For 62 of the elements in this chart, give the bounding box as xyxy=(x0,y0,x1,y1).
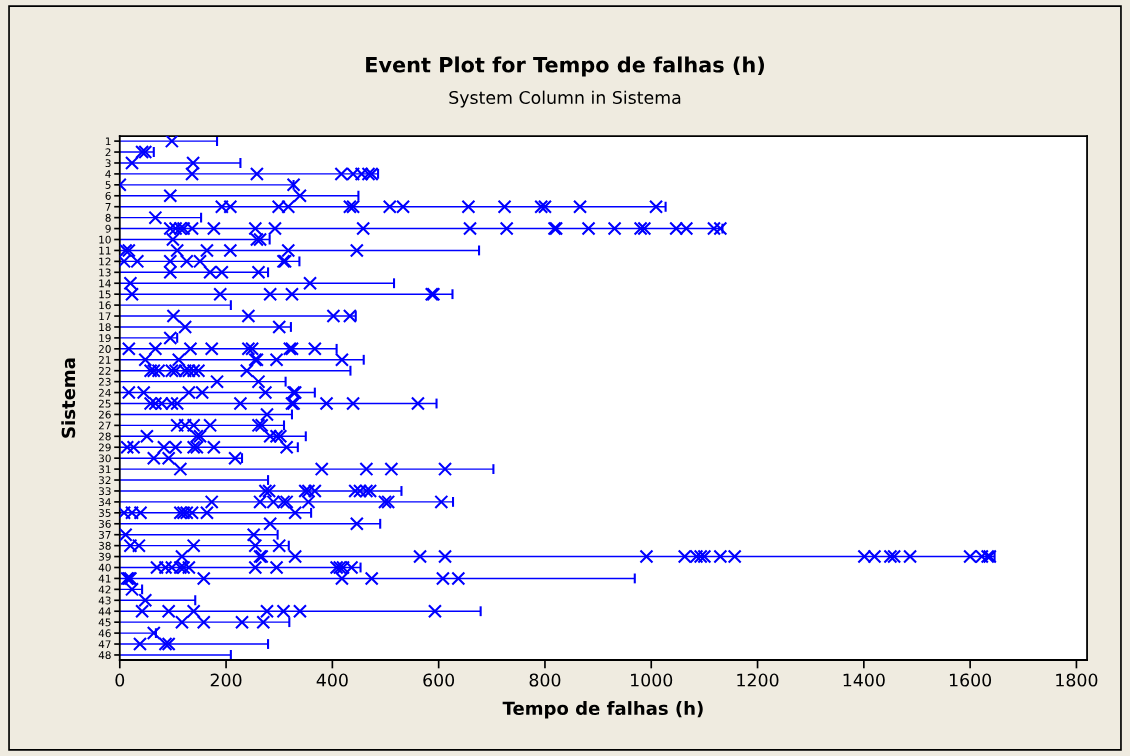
y-tick-label: 36 xyxy=(98,519,111,528)
y-tick-label: 17 xyxy=(99,312,111,320)
y-tick-label: 6 xyxy=(105,192,111,200)
y-tick-label: 41 xyxy=(98,574,111,583)
x-tick-label: 1600 xyxy=(949,673,992,687)
y-tick-label: 27 xyxy=(98,421,111,430)
y-tick-label: 1 xyxy=(105,137,111,146)
y-tick-label: 20 xyxy=(98,345,111,353)
y-tick-label: 18 xyxy=(99,323,111,332)
y-tick-label: 37 xyxy=(98,530,111,539)
y-tick-label: 35 xyxy=(98,509,111,517)
x-tick-label: 800 xyxy=(529,673,561,687)
x-tick-label: 1400 xyxy=(843,673,885,687)
y-tick-label: 28 xyxy=(98,432,111,441)
y-tick-label: 43 xyxy=(98,596,111,605)
y-tick-label: 42 xyxy=(98,585,111,594)
y-tick-label: 16 xyxy=(99,301,111,310)
chart-title: Event Plot for Tempo de falhas (h) xyxy=(366,56,764,77)
y-tick-label: 5 xyxy=(105,181,111,189)
y-tick-label: 12 xyxy=(99,257,111,266)
y-tick-label: 39 xyxy=(98,552,111,561)
y-tick-label: 22 xyxy=(98,366,111,375)
x-axis-title: Tempo de falhas (h) xyxy=(502,701,703,719)
y-tick-label: 10 xyxy=(99,235,111,244)
y-tick-label: 25 xyxy=(98,399,111,408)
y-tick-label: 11 xyxy=(99,246,111,255)
y-tick-label: 7 xyxy=(105,203,111,211)
y-tick-label: 19 xyxy=(99,334,111,343)
y-tick-label: 4 xyxy=(105,170,111,178)
x-tick-label: 400 xyxy=(316,673,348,687)
y-tick-label: 14 xyxy=(99,279,111,288)
y-tick-label: 21 xyxy=(98,355,111,364)
y-tick-label: 3 xyxy=(105,159,111,168)
x-tick-label: 600 xyxy=(423,673,455,687)
x-tick-label: 1200 xyxy=(737,673,779,687)
x-tick-label: 1800 xyxy=(1056,673,1098,687)
y-tick-label: 32 xyxy=(98,476,111,485)
y-tick-label: 23 xyxy=(98,377,111,386)
y-tick-label: 8 xyxy=(105,213,111,222)
y-tick-label: 45 xyxy=(98,618,111,627)
y-tick-label: 13 xyxy=(99,268,111,277)
y-tick-label: 34 xyxy=(98,498,111,506)
y-tick-label: 24 xyxy=(98,388,111,397)
x-tick-label: 200 xyxy=(210,673,242,687)
y-tick-label: 30 xyxy=(98,454,111,463)
chart-subtitle: System Column in Sistema xyxy=(449,90,681,108)
y-tick-label: 2 xyxy=(105,148,111,156)
y-tick-label: 9 xyxy=(105,224,111,233)
y-tick-label: 29 xyxy=(98,443,111,452)
y-tick-label: 15 xyxy=(99,290,111,299)
y-tick-label: 48 xyxy=(98,651,111,660)
y-tick-label: 44 xyxy=(98,607,111,616)
y-tick-label: 26 xyxy=(98,410,111,419)
y-tick-label: 46 xyxy=(98,629,111,638)
y-tick-label: 40 xyxy=(98,563,111,572)
y-tick-label: 47 xyxy=(98,640,111,648)
y-tick-label: 33 xyxy=(98,487,111,496)
y-tick-label: 31 xyxy=(98,465,111,474)
x-tick-label: 1000 xyxy=(631,673,673,687)
y-axis-title: Sistema xyxy=(61,358,76,438)
y-tick-label: 38 xyxy=(98,541,111,550)
x-tick-label: 0 xyxy=(115,673,125,687)
